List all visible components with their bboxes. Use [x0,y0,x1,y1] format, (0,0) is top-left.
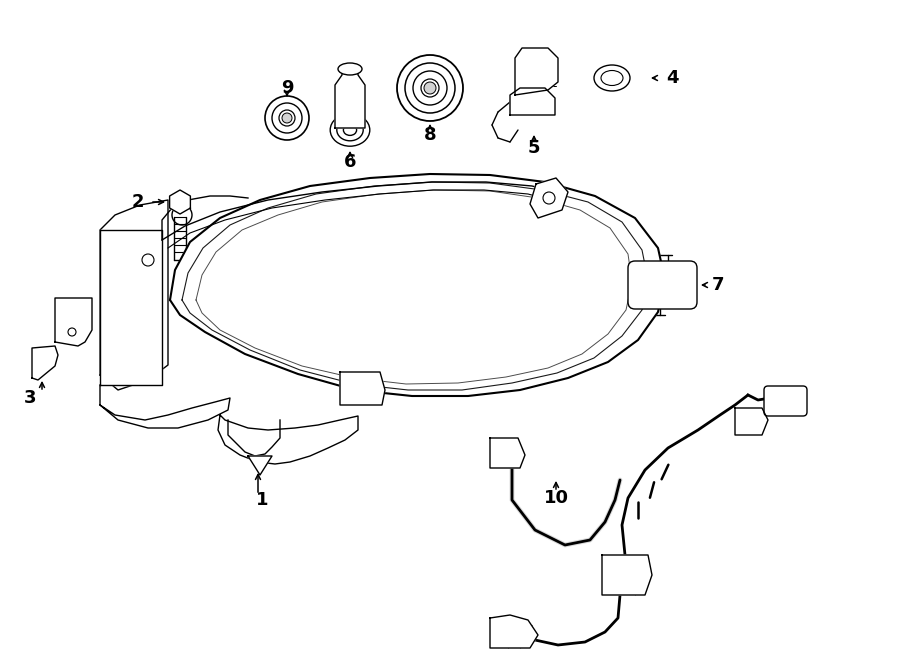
Polygon shape [55,298,92,346]
Text: 5: 5 [527,139,540,157]
Text: 8: 8 [424,126,436,144]
Circle shape [282,113,292,123]
Polygon shape [490,438,525,468]
Text: 3: 3 [23,389,36,407]
Ellipse shape [338,63,362,75]
Polygon shape [340,372,385,405]
Ellipse shape [594,65,630,91]
Polygon shape [530,178,568,218]
Text: 6: 6 [344,153,356,171]
Polygon shape [170,174,665,396]
Polygon shape [510,88,555,115]
Polygon shape [735,408,768,435]
Text: 9: 9 [281,79,293,97]
Text: 1: 1 [256,491,268,509]
Text: 7: 7 [712,276,724,294]
Polygon shape [100,385,230,428]
Polygon shape [169,190,191,214]
FancyBboxPatch shape [628,261,697,309]
Polygon shape [335,68,365,128]
Text: 2: 2 [131,193,144,211]
Polygon shape [100,200,168,390]
Polygon shape [32,346,58,380]
FancyBboxPatch shape [764,386,807,416]
Text: 10: 10 [544,489,569,507]
Polygon shape [602,555,652,595]
Polygon shape [248,456,272,475]
Polygon shape [218,415,358,464]
Circle shape [424,82,436,94]
Polygon shape [515,48,558,95]
Polygon shape [100,230,162,385]
Polygon shape [490,615,538,648]
Text: 4: 4 [666,69,679,87]
